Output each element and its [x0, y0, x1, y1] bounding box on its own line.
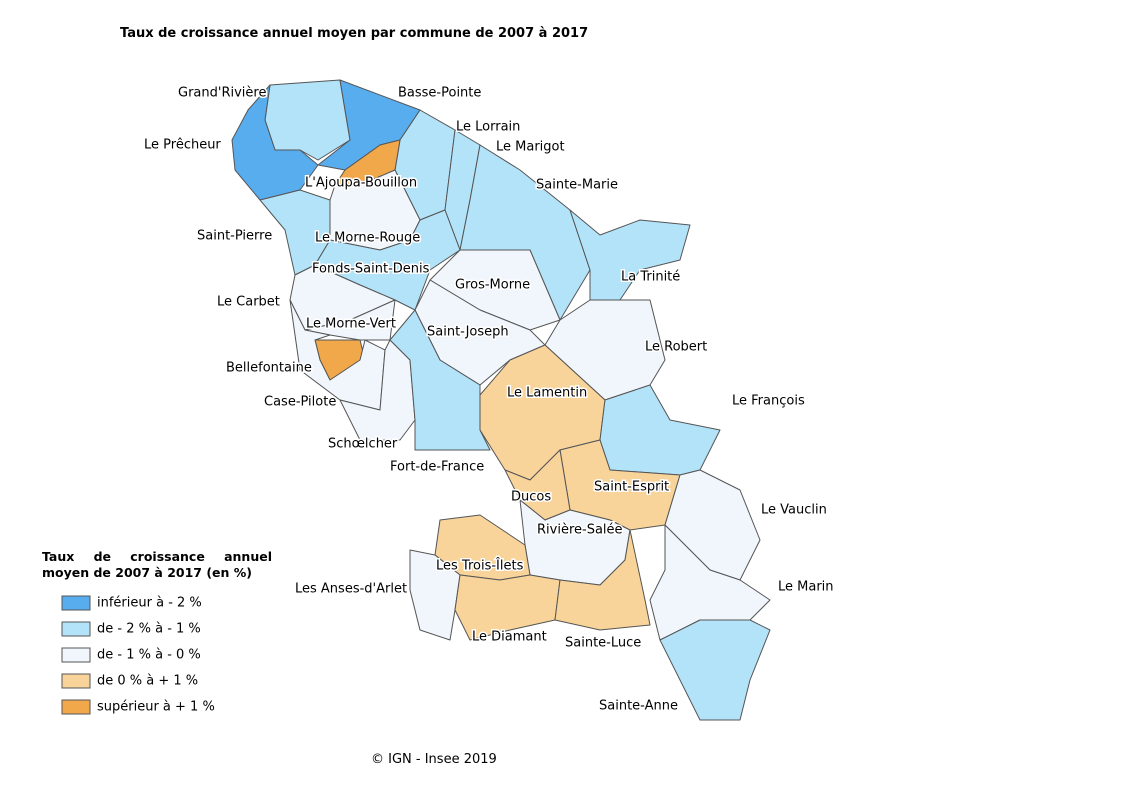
commune-area — [409, 549, 461, 641]
legend-label: inférieur à - 2 % — [97, 596, 202, 611]
commune-area — [231, 84, 319, 201]
commune-label: Fort-de-France — [390, 460, 484, 475]
commune-area — [554, 529, 651, 631]
commune-label: Grand'Rivière — [178, 86, 266, 101]
legend-swatch — [61, 699, 91, 715]
legend-swatch — [61, 673, 91, 689]
commune-label: Le Carbet — [217, 295, 280, 310]
legend-label: de - 2 % à - 1 % — [97, 622, 201, 637]
legend-label: de - 1 % à - 0 % — [97, 648, 201, 663]
commune-label: Sainte-Luce — [565, 636, 641, 651]
commune-area — [569, 209, 691, 301]
commune-label: Le Morne-Rouge — [315, 231, 420, 246]
commune-label: Rivière-Salée — [537, 523, 623, 538]
commune-label: Les Anses-d'Arlet — [295, 582, 407, 597]
commune-label: Le Marin — [778, 580, 834, 595]
commune-label: Bellefontaine — [226, 361, 312, 376]
commune-label: Saint-Esprit — [594, 480, 669, 495]
commune-label: Sainte-Anne — [599, 699, 678, 714]
legend-swatch — [61, 621, 91, 637]
commune-label: Le Morne-Vert — [306, 317, 396, 332]
commune-label: L'Ajoupa-Bouillon — [305, 176, 417, 191]
commune-area — [599, 384, 721, 476]
commune-area — [264, 79, 351, 161]
legend-label: supérieur à + 1 % — [97, 700, 215, 715]
commune-label: Le Lamentin — [507, 386, 587, 401]
legend-swatch — [61, 595, 91, 611]
legend-swatch — [61, 647, 91, 663]
commune-label: Case-Pilote — [264, 395, 336, 410]
commune-label: Saint-Pierre — [197, 229, 272, 244]
commune-label: Le Vauclin — [761, 503, 827, 518]
commune-label: Schœlcher — [328, 437, 398, 452]
commune-label: Le Diamant — [472, 630, 547, 645]
commune-label: Les Trois-Îlets — [436, 558, 524, 574]
commune-label: Sainte-Marie — [536, 178, 618, 193]
commune-label: Le Lorrain — [456, 120, 520, 135]
map-title: Taux de croissance annuel moyen par comm… — [120, 26, 589, 41]
commune-label: Gros-Morne — [455, 278, 530, 293]
commune-label: Le Marigot — [496, 140, 565, 155]
commune-label: La Trinité — [621, 270, 680, 285]
commune-label: Le Robert — [645, 340, 707, 355]
commune-label: Le Prêcheur — [144, 138, 221, 153]
source: © IGN - Insee 2019 — [371, 752, 497, 767]
legend-title: Taux de croissance annuel moyen de 2007 … — [42, 549, 272, 580]
commune-label: Le François — [732, 394, 805, 409]
commune-area — [659, 619, 771, 721]
commune-label: Fonds-Saint-Denis — [312, 262, 430, 277]
commune-label: Basse-Pointe — [398, 86, 481, 101]
legend-label: de 0 % à + 1 % — [97, 674, 198, 689]
commune-label: Saint-Joseph — [427, 325, 509, 340]
commune-area — [389, 309, 491, 451]
commune-label: Ducos — [511, 490, 551, 505]
